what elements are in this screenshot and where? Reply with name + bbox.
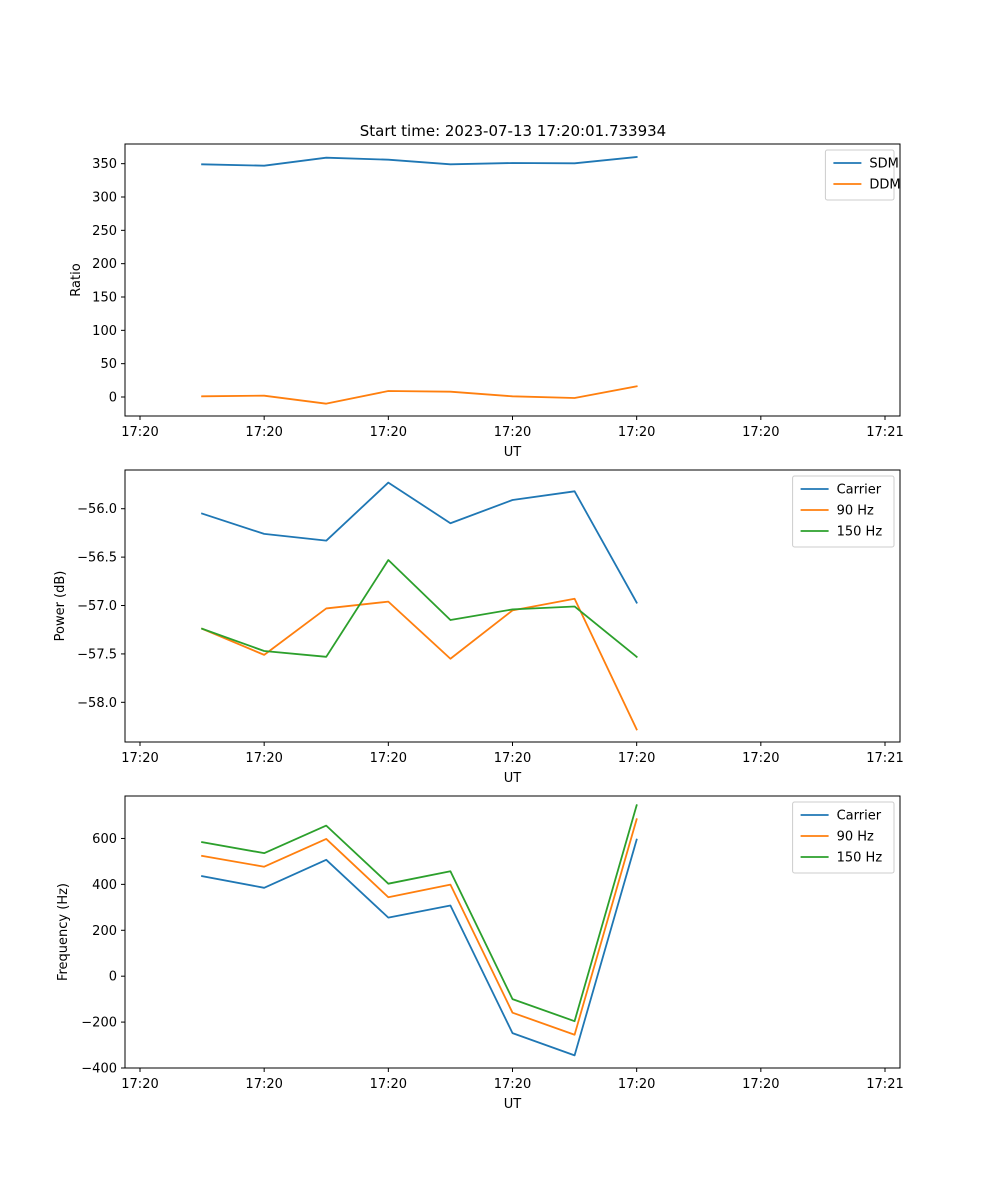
series-line-sdm bbox=[201, 156, 638, 167]
y-tick-label: 400 bbox=[92, 878, 117, 893]
legend-label: 90 Hz bbox=[837, 830, 874, 845]
legend: Carrier 90 Hz 150 Hz bbox=[792, 475, 895, 548]
legend-label: DDM bbox=[869, 178, 900, 193]
x-tick-label: 17:20 bbox=[742, 751, 779, 766]
legend-label: 150 Hz bbox=[837, 851, 883, 866]
x-tick-label: 17:20 bbox=[121, 751, 158, 766]
y-tick-label: −57.5 bbox=[77, 647, 117, 662]
legend-frame bbox=[792, 801, 895, 874]
series-line-150-hz bbox=[200, 559, 638, 659]
y-tick-label: 250 bbox=[92, 224, 117, 239]
legend-frame bbox=[792, 475, 895, 548]
series-line-carrier bbox=[201, 838, 638, 1057]
x-axis-label: UT bbox=[504, 771, 522, 786]
y-tick-label: 50 bbox=[100, 357, 117, 372]
y-axis-label: Frequency (Hz) bbox=[56, 883, 71, 981]
axes-frame bbox=[124, 795, 901, 1069]
axes-frame bbox=[124, 469, 901, 743]
legend-label: SDM bbox=[869, 157, 898, 172]
y-tick-label: −57.0 bbox=[77, 599, 117, 614]
y-tick-label: 200 bbox=[92, 257, 117, 272]
legend-label: 90 Hz bbox=[837, 504, 874, 519]
legend: Carrier 90 Hz 150 Hz bbox=[792, 801, 895, 874]
x-tick-label: 17:20 bbox=[370, 425, 407, 440]
y-tick-label: 0 bbox=[109, 391, 117, 406]
x-tick-label: 17:20 bbox=[245, 1077, 282, 1092]
y-axis-label: Ratio bbox=[69, 263, 84, 296]
y-axis-label: Power (dB) bbox=[53, 571, 68, 642]
y-tick-label: 600 bbox=[92, 832, 117, 847]
y-tick-label: −200 bbox=[81, 1016, 117, 1031]
y-tick-label: 200 bbox=[92, 924, 117, 939]
y-tick-label: −58.0 bbox=[77, 696, 117, 711]
x-tick-label: 17:20 bbox=[742, 1077, 779, 1092]
x-tick-label: 17:20 bbox=[245, 751, 282, 766]
series-line-90-hz bbox=[201, 818, 638, 1036]
x-tick-label: 17:21 bbox=[866, 751, 903, 766]
x-tick-label: 17:20 bbox=[494, 751, 531, 766]
x-tick-label: 17:20 bbox=[121, 425, 158, 440]
series-line-ddm bbox=[201, 385, 638, 405]
y-tick-label: −56.5 bbox=[77, 551, 117, 566]
x-tick-label: 17:20 bbox=[618, 425, 655, 440]
y-tick-label: 150 bbox=[92, 291, 117, 306]
x-tick-label: 17:21 bbox=[866, 1077, 903, 1092]
axes-frame bbox=[124, 143, 901, 417]
legend: SDM DDM bbox=[824, 149, 901, 201]
y-tick-label: 300 bbox=[92, 191, 117, 206]
chart-title: Start time: 2023-07-13 17:20:01.733934 bbox=[360, 122, 666, 140]
x-tick-label: 17:21 bbox=[866, 425, 903, 440]
y-tick-label: −56.0 bbox=[77, 502, 117, 517]
y-tick-label: 350 bbox=[92, 157, 117, 172]
legend-label: Carrier bbox=[837, 483, 882, 498]
x-tick-label: 17:20 bbox=[370, 1077, 407, 1092]
y-tick-label: 0 bbox=[109, 970, 117, 985]
y-tick-label: −400 bbox=[81, 1062, 117, 1077]
series-line-carrier bbox=[200, 481, 638, 604]
x-tick-label: 17:20 bbox=[494, 425, 531, 440]
series-line-150-hz bbox=[201, 804, 638, 1023]
y-tick-label: 100 bbox=[92, 324, 117, 339]
x-tick-label: 17:20 bbox=[370, 751, 407, 766]
x-tick-label: 17:20 bbox=[121, 1077, 158, 1092]
x-tick-label: 17:20 bbox=[742, 425, 779, 440]
panel-ratio: 17:20 17:20 17:20 17:20 17:20 17:20 17:21 0 50 10… bbox=[69, 143, 904, 460]
x-axis-label: UT bbox=[504, 445, 522, 460]
x-tick-label: 17:20 bbox=[618, 751, 655, 766]
x-tick-label: 17:20 bbox=[618, 1077, 655, 1092]
x-tick-label: 17:20 bbox=[494, 1077, 531, 1092]
series-line-90-hz bbox=[200, 597, 638, 731]
panel-frequency: 17:20 17:20 17:20 17:20 17:20 17:20 17:21 −400 −… bbox=[56, 795, 904, 1112]
legend-label: 150 Hz bbox=[837, 525, 883, 540]
x-axis-label: UT bbox=[504, 1097, 522, 1112]
x-tick-label: 17:20 bbox=[245, 425, 282, 440]
panel-power: 17:20 17:20 17:20 17:20 17:20 17:20 17:21 −58.0… bbox=[53, 469, 904, 786]
legend-label: Carrier bbox=[837, 809, 882, 824]
